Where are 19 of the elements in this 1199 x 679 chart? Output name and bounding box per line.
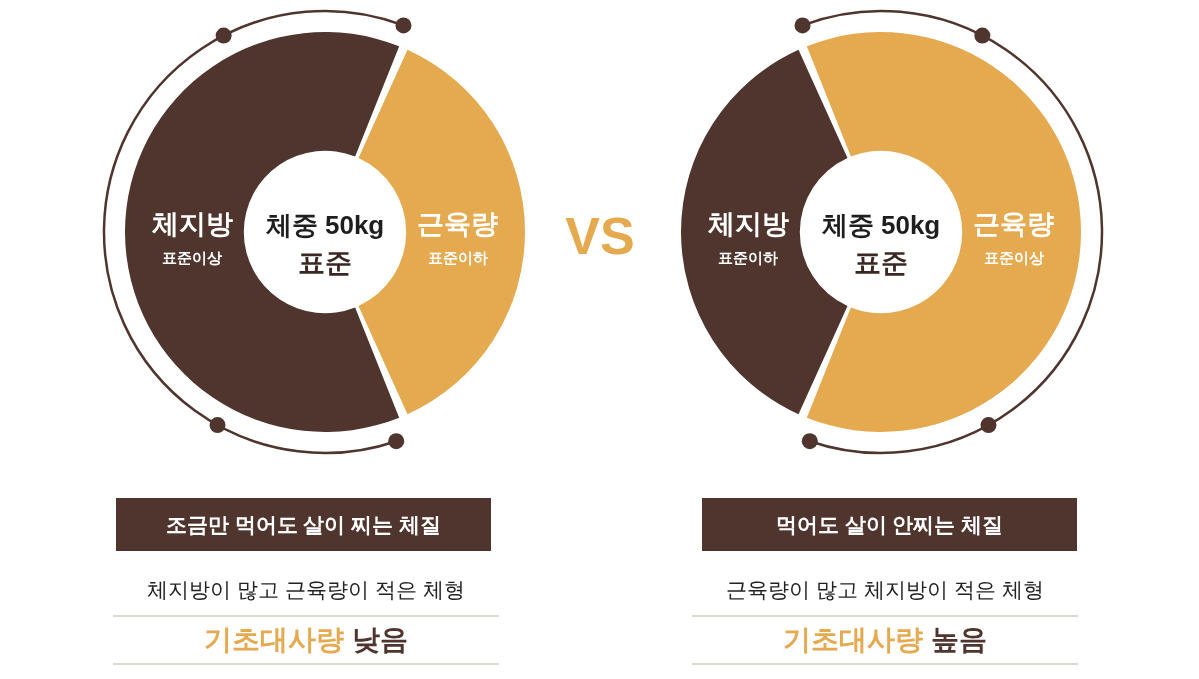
text: 조금만 먹어도 살이 찌는 체질 <box>116 498 491 551</box>
data-label: 표준이하 <box>718 249 779 267</box>
text: 먹어도 살이 안찌는 체질 <box>702 498 1077 551</box>
slice-label: 체지방 <box>707 209 789 240</box>
data-label: 표준이하 <box>427 249 488 267</box>
text: 기초대사량 낮음 <box>204 624 408 655</box>
data-label: 표준이상 <box>983 249 1044 267</box>
slice-label: 근육량 <box>973 209 1055 240</box>
data-label: 표준이상 <box>162 249 223 267</box>
slice-label: 근육량 <box>417 209 499 240</box>
text: 근육량이 많고 체지방이 적은 체형 <box>692 565 1078 617</box>
text: 표준 <box>298 248 352 279</box>
text: 체지방이 많고 근육량이 적은 체형 <box>113 565 499 617</box>
text: 체중 50kg <box>265 210 385 241</box>
slice-label: 체지방 <box>151 209 233 240</box>
text: VS <box>564 206 636 267</box>
text: 체중 50kg <box>821 210 941 241</box>
text: 기초대사량 높음 <box>783 624 987 655</box>
text: 표준 <box>854 248 908 279</box>
